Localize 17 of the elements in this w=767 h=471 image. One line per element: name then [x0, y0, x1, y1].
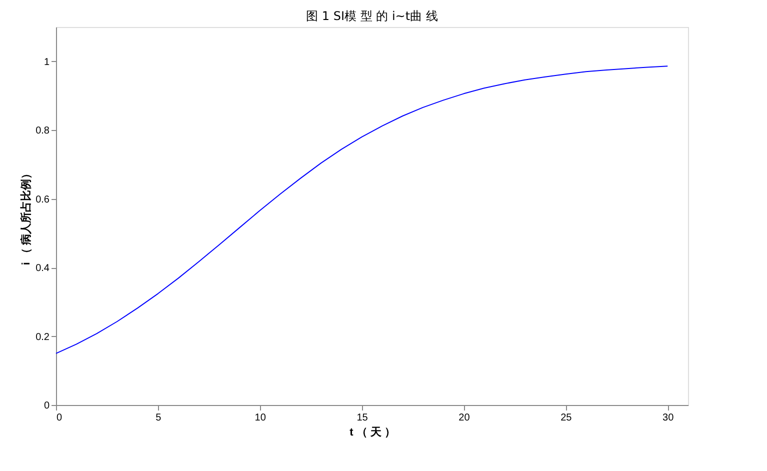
line-series	[56, 66, 668, 354]
y-axis-title: i （ 病人所占比例）	[20, 168, 33, 266]
x-axis-title: t （ 天 ）	[350, 426, 396, 438]
x-tick-label: 15	[356, 412, 368, 424]
y-tick-label: 0.4	[36, 263, 50, 274]
y-tick-label: 0.6	[36, 194, 50, 206]
x-tick-label: 0	[56, 412, 62, 424]
x-tick-label: 30	[662, 412, 674, 424]
y-tick-label: 1	[44, 56, 50, 68]
y-tick-label: 0.8	[36, 126, 50, 137]
x-tick-label: 25	[560, 412, 572, 424]
y-tick-label: 0	[44, 400, 50, 412]
x-tick-label: 20	[458, 412, 470, 424]
x-tick-label: 10	[254, 412, 266, 424]
chart-title: 图 1 SI模 型 的 i~t曲 线	[306, 9, 438, 23]
y-tick-label: 0.2	[36, 332, 50, 343]
x-tick-label: 5	[156, 412, 162, 424]
